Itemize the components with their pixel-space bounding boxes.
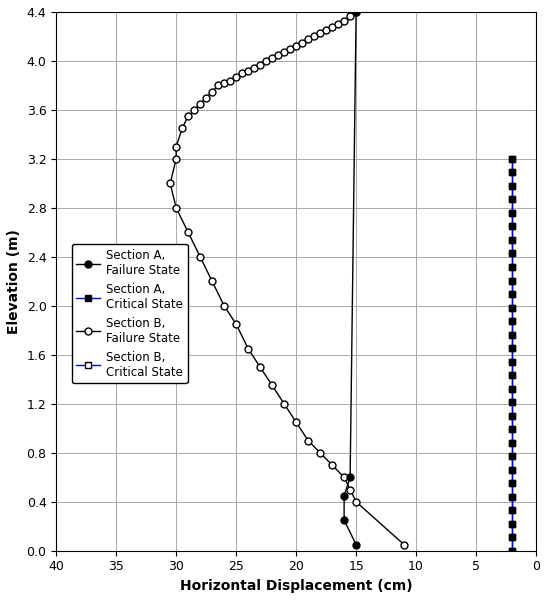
Y-axis label: Elevation (m): Elevation (m) <box>7 229 21 334</box>
Legend: Section A,
Failure State, Section A,
Critical State, Section B,
Failure State, S: Section A, Failure State, Section A, Cri… <box>72 244 188 383</box>
X-axis label: Horizontal Displacement (cm): Horizontal Displacement (cm) <box>180 579 412 593</box>
